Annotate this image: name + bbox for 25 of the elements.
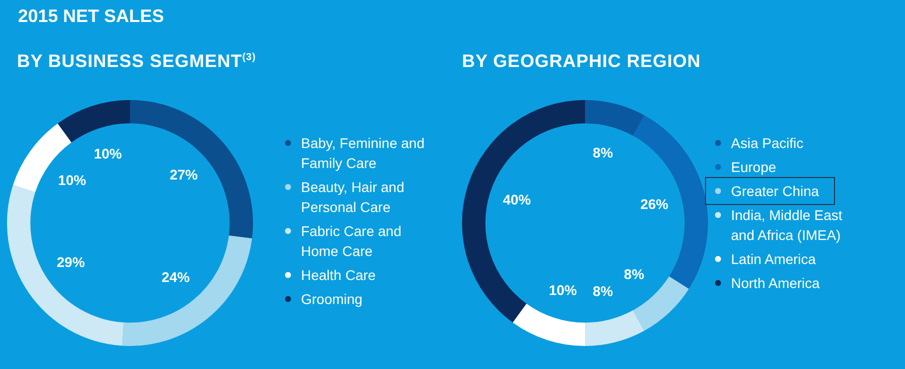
chart-subtitle: BY BUSINESS SEGMENT$^{(3)}$ — [17, 51, 256, 72]
data-label: 10% — [94, 146, 122, 162]
legend-label: Europe — [730, 158, 778, 177]
data-label: 24% — [162, 269, 190, 286]
data-label: 8% — [592, 144, 614, 160]
legend-label: India, Middle East and Africa (IMEA) — [730, 206, 844, 245]
legend-label: Asia Pacific — [730, 134, 804, 153]
data-label: 27% — [170, 166, 198, 182]
data-label: 10% — [58, 172, 87, 188]
legend-label: Beauty, Hair and Personal Care — [300, 178, 406, 217]
data-label: 26% — [640, 196, 669, 212]
legend-label: Greater China — [730, 182, 820, 201]
chart-title: BY GEOGRAPHIC REGION — [462, 51, 701, 72]
data-label: 29% — [56, 254, 86, 270]
data-label: 8% — [624, 266, 645, 282]
data-label: 40% — [502, 192, 532, 208]
legend-label: Latin America — [730, 250, 817, 269]
legend-label: Health Care — [300, 266, 377, 285]
data-label: 8% — [592, 283, 614, 300]
chart-title: 2015 NET SALES — [18, 6, 164, 27]
data-label: 10% — [548, 282, 578, 298]
legend-label: Grooming — [300, 290, 364, 309]
legend-label: Fabric Care and Home Care — [300, 222, 402, 261]
legend-label: North America — [730, 274, 821, 293]
legend-label: Baby, Feminine and Family Care — [300, 134, 426, 173]
